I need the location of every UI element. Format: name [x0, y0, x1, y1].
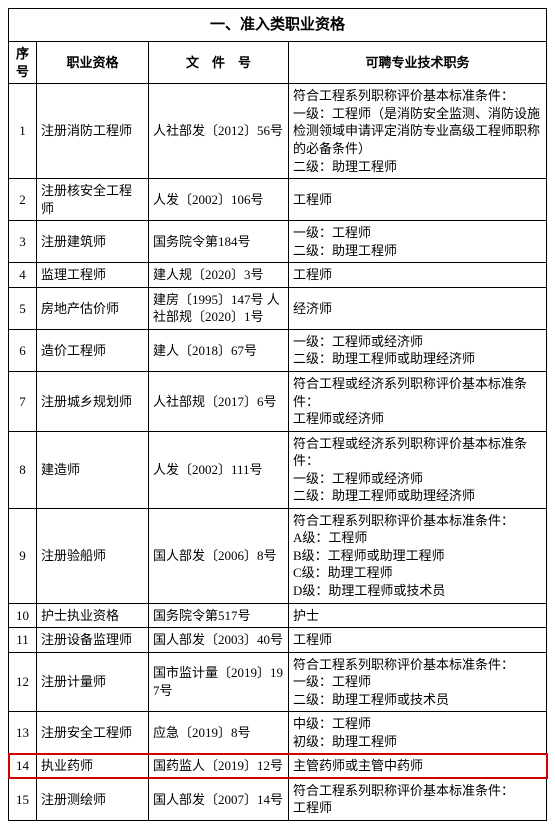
- cell-job: 中级：工程师初级：助理工程师: [289, 712, 547, 754]
- cell-idx: 2: [9, 179, 37, 221]
- cell-name: 注册验船师: [37, 508, 149, 603]
- cell-doc: 国务院令第517号: [149, 603, 289, 628]
- cell-job: 一级：工程师二级：助理工程师: [289, 221, 547, 263]
- table-row: 13注册安全工程师应急〔2019〕8号中级：工程师初级：助理工程师: [9, 712, 547, 754]
- cell-doc: 人社部发〔2012〕56号: [149, 84, 289, 179]
- cell-name: 注册建筑师: [37, 221, 149, 263]
- cell-idx: 13: [9, 712, 37, 754]
- table-row: 4监理工程师建人规〔2020〕3号工程师: [9, 263, 547, 288]
- cell-idx: 8: [9, 431, 37, 508]
- cell-job: 经济师: [289, 287, 547, 329]
- cell-doc: 国市监计量〔2019〕197号: [149, 652, 289, 712]
- cell-job: 工程师: [289, 263, 547, 288]
- cell-idx: 3: [9, 221, 37, 263]
- cell-job: 符合工程系列职称评价基本标准条件：一级：工程师二级：助理工程师或技术员: [289, 652, 547, 712]
- cell-idx: 9: [9, 508, 37, 603]
- cell-idx: 6: [9, 329, 37, 371]
- cell-idx: 5: [9, 287, 37, 329]
- cell-doc: 人发〔2002〕106号: [149, 179, 289, 221]
- header-idx: 序号: [9, 42, 37, 84]
- table-row: 1注册消防工程师人社部发〔2012〕56号符合工程系列职称评价基本标准条件：一级…: [9, 84, 547, 179]
- cell-job: 符合工程或经济系列职称评价基本标准条件：一级：工程师或经济师二级：助理工程师或助…: [289, 431, 547, 508]
- cell-name: 注册城乡规划师: [37, 372, 149, 432]
- cell-doc: 建人〔2018〕67号: [149, 329, 289, 371]
- table-row: 3注册建筑师国务院令第184号一级：工程师二级：助理工程师: [9, 221, 547, 263]
- table-row: 6造价工程师建人〔2018〕67号一级：工程师或经济师二级：助理工程师或助理经济…: [9, 329, 547, 371]
- cell-idx: 14: [9, 754, 37, 779]
- table-row: 9注册验船师国人部发〔2006〕8号符合工程系列职称评价基本标准条件：A级：工程…: [9, 508, 547, 603]
- cell-idx: 12: [9, 652, 37, 712]
- cell-name: 注册消防工程师: [37, 84, 149, 179]
- cell-doc: 国药监人〔2019〕12号: [149, 754, 289, 779]
- cell-name: 执业药师: [37, 754, 149, 779]
- cell-idx: 10: [9, 603, 37, 628]
- table-row: 15注册测绘师国人部发〔2007〕14号符合工程系列职称评价基本标准条件：工程师: [9, 778, 547, 820]
- table-row: 8建造师人发〔2002〕111号符合工程或经济系列职称评价基本标准条件：一级：工…: [9, 431, 547, 508]
- cell-name: 监理工程师: [37, 263, 149, 288]
- cell-idx: 4: [9, 263, 37, 288]
- cell-job: 工程师: [289, 179, 547, 221]
- header-name: 职业资格: [37, 42, 149, 84]
- cell-name: 注册测绘师: [37, 778, 149, 820]
- table-header-row: 序号 职业资格 文 件 号 可聘专业技术职务: [9, 42, 547, 84]
- cell-job: 护士: [289, 603, 547, 628]
- table-row: 14执业药师国药监人〔2019〕12号主管药师或主管中药师: [9, 754, 547, 779]
- cell-doc: 国务院令第184号: [149, 221, 289, 263]
- cell-name: 造价工程师: [37, 329, 149, 371]
- cell-name: 注册安全工程师: [37, 712, 149, 754]
- table-row: 12注册计量师国市监计量〔2019〕197号符合工程系列职称评价基本标准条件：一…: [9, 652, 547, 712]
- cell-name: 护士执业资格: [37, 603, 149, 628]
- cell-job: 主管药师或主管中药师: [289, 754, 547, 779]
- cell-job: 工程师: [289, 628, 547, 653]
- cell-name: 注册计量师: [37, 652, 149, 712]
- table-title-row: 一、准入类职业资格: [9, 9, 547, 42]
- cell-idx: 11: [9, 628, 37, 653]
- header-job: 可聘专业技术职务: [289, 42, 547, 84]
- cell-doc: 人发〔2002〕111号: [149, 431, 289, 508]
- cell-name: 注册设备监理师: [37, 628, 149, 653]
- cell-doc: 国人部发〔2007〕14号: [149, 778, 289, 820]
- table-row: 5房地产估价师建房〔1995〕147号 人社部规〔2020〕1号经济师: [9, 287, 547, 329]
- table-row: 11注册设备监理师国人部发〔2003〕40号工程师: [9, 628, 547, 653]
- cell-job: 符合工程或经济系列职称评价基本标准条件：工程师或经济师: [289, 372, 547, 432]
- cell-job: 符合工程系列职称评价基本标准条件：A级：工程师B级：工程师或助理工程师C级：助理…: [289, 508, 547, 603]
- cell-job: 符合工程系列职称评价基本标准条件：工程师: [289, 778, 547, 820]
- table-title: 一、准入类职业资格: [9, 9, 547, 42]
- header-doc: 文 件 号: [149, 42, 289, 84]
- qualification-table: 一、准入类职业资格 序号 职业资格 文 件 号 可聘专业技术职务 1注册消防工程…: [8, 8, 547, 821]
- cell-doc: 建人规〔2020〕3号: [149, 263, 289, 288]
- table-container: 一、准入类职业资格 序号 职业资格 文 件 号 可聘专业技术职务 1注册消防工程…: [8, 8, 547, 821]
- cell-name: 房地产估价师: [37, 287, 149, 329]
- cell-job: 一级：工程师或经济师二级：助理工程师或助理经济师: [289, 329, 547, 371]
- cell-doc: 建房〔1995〕147号 人社部规〔2020〕1号: [149, 287, 289, 329]
- cell-idx: 15: [9, 778, 37, 820]
- table-row: 2注册核安全工程师人发〔2002〕106号工程师: [9, 179, 547, 221]
- cell-doc: 人社部规〔2017〕6号: [149, 372, 289, 432]
- cell-doc: 国人部发〔2003〕40号: [149, 628, 289, 653]
- cell-name: 注册核安全工程师: [37, 179, 149, 221]
- cell-idx: 7: [9, 372, 37, 432]
- cell-job: 符合工程系列职称评价基本标准条件：一级：工程师（是消防安全监测、消防设施检测领域…: [289, 84, 547, 179]
- cell-doc: 应急〔2019〕8号: [149, 712, 289, 754]
- cell-name: 建造师: [37, 431, 149, 508]
- table-row: 10护士执业资格国务院令第517号护士: [9, 603, 547, 628]
- table-row: 7注册城乡规划师人社部规〔2017〕6号符合工程或经济系列职称评价基本标准条件：…: [9, 372, 547, 432]
- table-body: 1注册消防工程师人社部发〔2012〕56号符合工程系列职称评价基本标准条件：一级…: [9, 84, 547, 821]
- cell-doc: 国人部发〔2006〕8号: [149, 508, 289, 603]
- cell-idx: 1: [9, 84, 37, 179]
